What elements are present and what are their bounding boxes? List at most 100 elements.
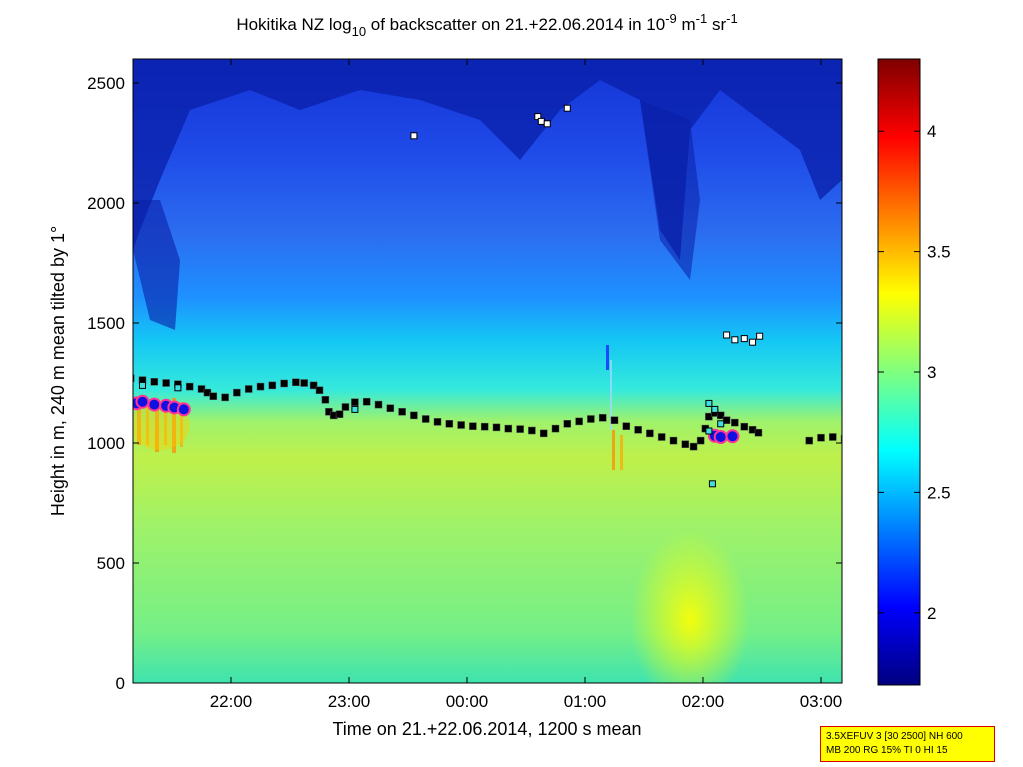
aerosol-layer-point [351, 405, 359, 413]
chart-title: Hokitika NZ log10 of backscatter on 21.+… [236, 11, 737, 39]
info-box-line2: MB 200 RG 15% TI 0 HI 15 [826, 745, 948, 756]
mixing-layer-point [150, 378, 159, 386]
cloud-event-point [713, 430, 728, 444]
x-tick-label: 02:00 [682, 692, 725, 711]
mixing-layer-point [233, 388, 241, 397]
mixing-layer-point [805, 436, 813, 445]
x-tick-label: 00:00 [446, 692, 489, 711]
mixing-layer-point [221, 393, 229, 402]
mixing-layer-point [936, 446, 943, 453]
mixing-layer-point [865, 440, 872, 447]
mixing-layer-point [740, 422, 749, 431]
mixing-layer-point [731, 418, 739, 427]
mixing-layer-point [268, 381, 277, 390]
colorbar-tick-label: 3.5 [927, 243, 951, 262]
x-tick-label: 22:00 [210, 692, 253, 711]
mixing-layer-point [528, 426, 536, 435]
cloud-event-point [147, 397, 162, 412]
cloud-base-point [534, 113, 542, 121]
mixing-layer-point [362, 397, 371, 406]
cloud-base-point [756, 332, 764, 340]
mixing-layer-point [309, 381, 318, 390]
mixing-layer-point [622, 422, 631, 430]
cloud-base-point [543, 120, 551, 128]
mixing-layer-point [539, 429, 548, 438]
aerosol-layer-point [139, 381, 146, 389]
cloud-event-point [176, 402, 191, 417]
colorbar-axis: 2 2.5 3 3.5 4 [878, 122, 951, 623]
mixing-layer-point [104, 370, 111, 377]
mixing-layer-point [92, 369, 99, 376]
cloud-base-point [563, 104, 571, 112]
cloud-base-point [731, 336, 739, 344]
mixing-layer-point [480, 422, 489, 431]
mixing-layer-point [689, 442, 698, 451]
aerosol-layer-point [174, 384, 182, 392]
plot-frame [132, 58, 843, 684]
y-tick-label: 1500 [87, 314, 125, 333]
colorbar-tick-label: 2.5 [927, 483, 951, 502]
mixing-layer-point [598, 414, 607, 422]
mixing-layer-point [492, 423, 501, 432]
mixing-layer-point [321, 396, 330, 404]
mixing-layer-point [292, 378, 300, 387]
mixing-layer-point [341, 403, 350, 411]
mixing-layer-point [587, 415, 595, 423]
info-box: 3.5XEFUV 3 [30 2500] NH 600 MB 200 RG 15… [820, 726, 995, 762]
mixing-layer-point [209, 392, 218, 400]
mixing-layer-point [469, 422, 477, 430]
clear-air-region-mid [640, 100, 700, 280]
mixing-layer-point [551, 424, 560, 433]
cloud-event-point [119, 396, 131, 408]
clear-air-region-left [133, 200, 180, 330]
cloud-base-point [740, 335, 748, 343]
mixing-layer-point [575, 417, 583, 426]
mixing-layer-point [280, 379, 288, 388]
cloud-event-point [135, 394, 150, 409]
mixing-layer-point [754, 428, 763, 437]
cloud-base-point [960, 330, 966, 336]
mixing-layer-point [133, 374, 135, 382]
mixing-layer-point [610, 416, 619, 424]
y-tick-label: 2000 [87, 194, 125, 213]
mixing-layer-point [185, 382, 194, 391]
aerosol-layer-point [708, 480, 716, 488]
colorbar-tick-label: 3 [927, 363, 936, 382]
mixing-layer-point [945, 444, 952, 451]
mixing-layer-point [162, 379, 170, 387]
mixing-layer-point [646, 429, 654, 438]
mixing-layer-point [115, 372, 122, 379]
aerosol-layer-point [705, 427, 713, 435]
aerosol-layer-point [717, 420, 725, 428]
mixing-layer-point [829, 433, 837, 441]
cloud-event-point [95, 394, 107, 406]
aerosol-layer-point [711, 405, 719, 413]
mixing-layer-point [351, 398, 359, 406]
colorbar [878, 59, 920, 685]
x-tick-label: 01:00 [564, 692, 607, 711]
y-axis-label: Height in m, 240 m mean tilted by 1° [48, 226, 68, 516]
colorbar-tick-label: 2 [927, 604, 936, 623]
mixing-layer-point [315, 386, 324, 394]
cloud-base-point [930, 322, 936, 328]
mixing-layer-point [244, 385, 253, 393]
x-tick-label: 23:00 [328, 692, 371, 711]
mixing-layer-point [634, 426, 642, 434]
mixing-layer-point [374, 400, 383, 409]
cloud-event-point [107, 395, 119, 407]
mixing-layer-point [433, 418, 442, 426]
mixing-layer-point [386, 404, 395, 412]
cloud-base-point [723, 331, 731, 339]
mixing-layer-point [398, 408, 406, 416]
mixing-layer-point [716, 411, 725, 420]
mixing-layer-point [445, 420, 454, 428]
aerosol-layer-point [705, 399, 713, 407]
mixing-layer-point [563, 420, 572, 428]
info-box-line1: 3.5XEFUV 3 [30 2500] NH 600 [826, 731, 963, 742]
mixing-layer-point [696, 436, 705, 445]
mixing-layer-point [335, 410, 344, 418]
marks-layer [92, 104, 966, 488]
rain-streaks-right [606, 345, 623, 470]
cloud-base-point [410, 132, 418, 140]
mixing-layer-point [959, 450, 966, 457]
